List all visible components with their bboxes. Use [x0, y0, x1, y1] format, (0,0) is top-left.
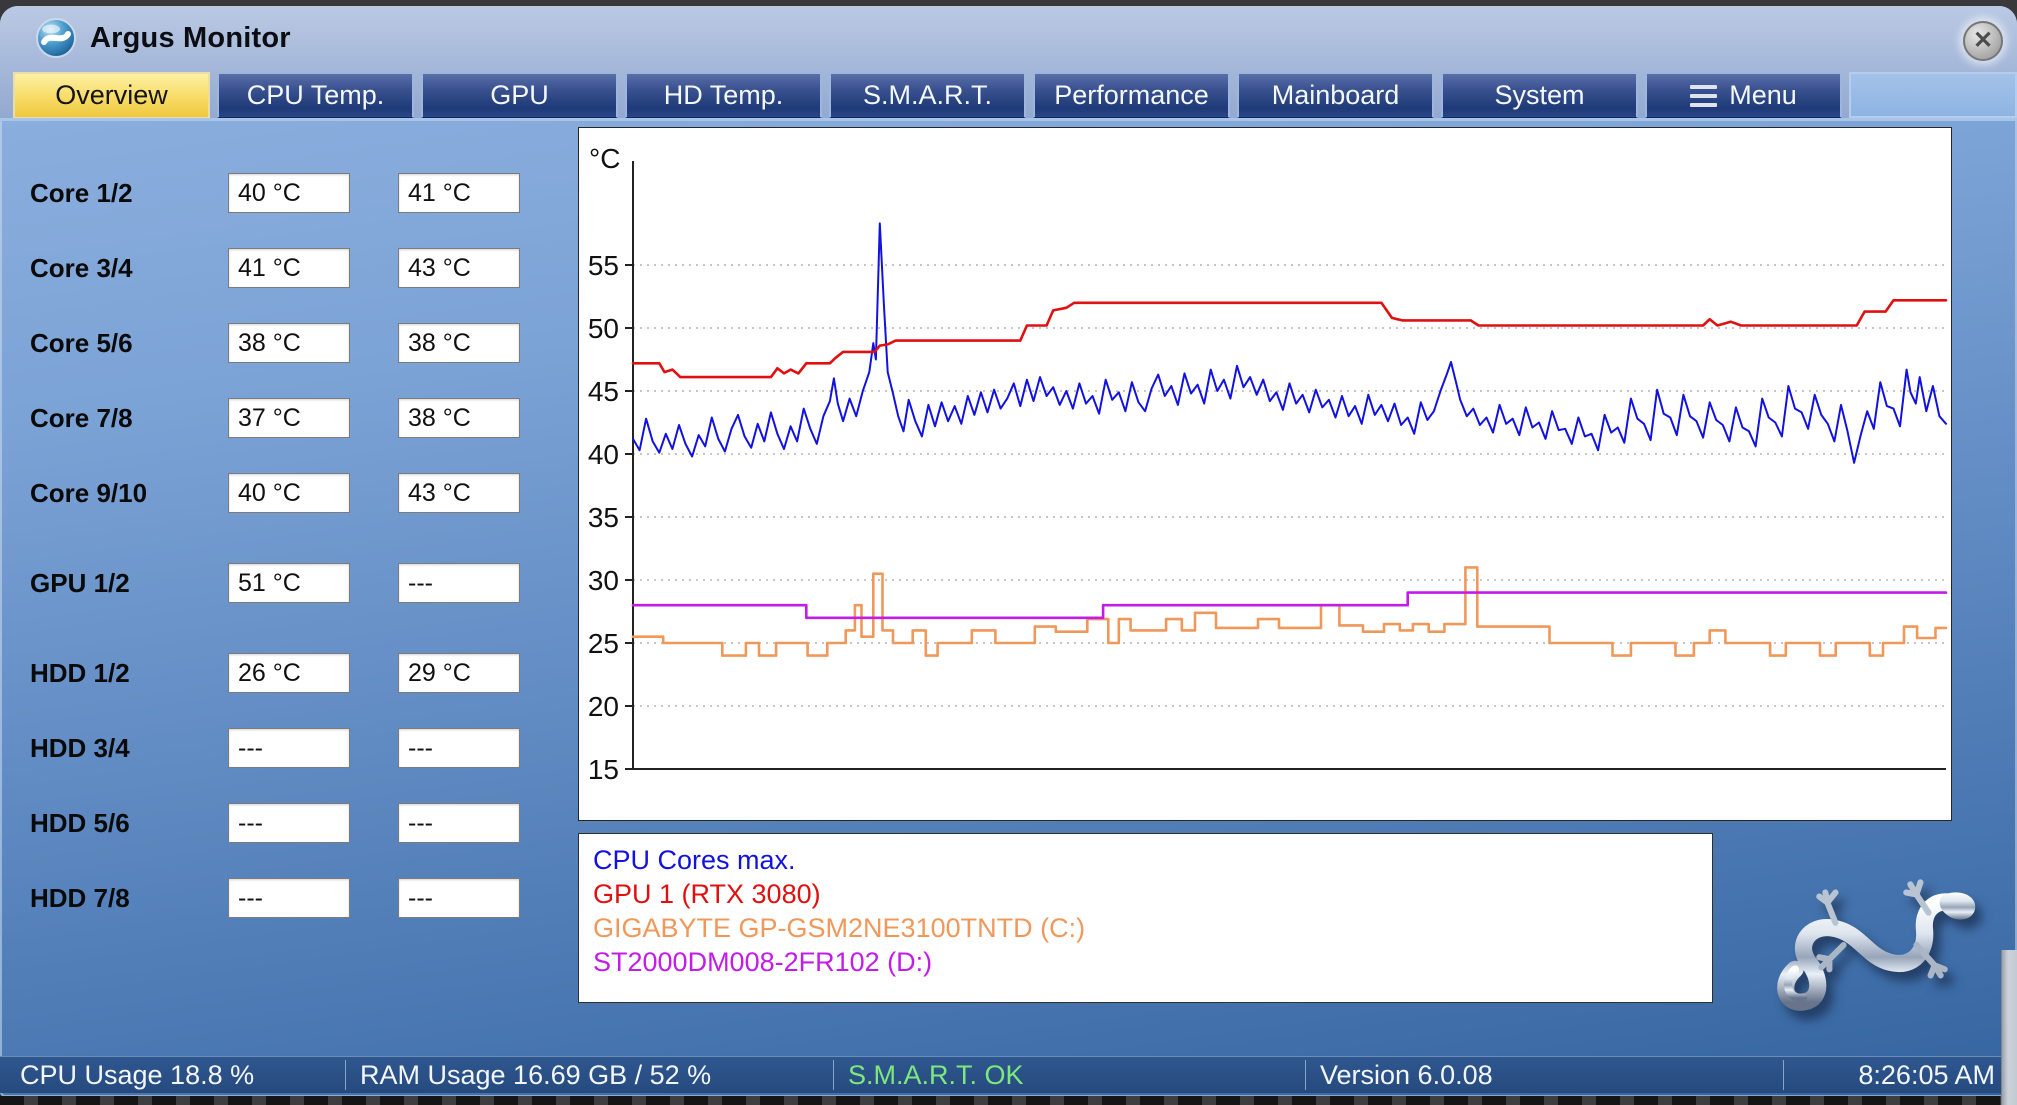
sensor-value-1-core-9-10: 40 °C	[228, 473, 350, 513]
close-button[interactable]: ✕	[1963, 21, 2003, 61]
tab-s-m-a-r-t[interactable]: S.M.A.R.T.	[829, 72, 1026, 118]
axis-tick-label: 45	[588, 376, 619, 407]
sensor-value-1-hdd-3-4: ---	[228, 728, 350, 768]
axis-tick-label: 35	[588, 502, 619, 533]
status-item-version-6-0-08: Version 6.0.08	[1320, 1060, 1493, 1090]
sensor-value-1-core-5-6: 38 °C	[228, 323, 350, 363]
app-window: Argus Monitor ✕ Overview CPU Temp. GPU HD T…	[0, 6, 2017, 1097]
axis-tick-label: 50	[588, 313, 619, 344]
legend-box: CPU Cores max. GPU 1 (RTX 3080) GIGABYTE G…	[578, 833, 1713, 1003]
tab-label: Overview	[55, 80, 168, 110]
status-divider	[833, 1060, 834, 1090]
hamburger-bar	[1690, 84, 1718, 89]
status-divider	[1305, 1060, 1306, 1090]
sensor-value-2-core-5-6: 38 °C	[398, 323, 520, 363]
series-cpu-cores-max	[632, 222, 1947, 464]
tab-label: Menu	[1729, 80, 1797, 110]
sensor-value-2-hdd-3-4: ---	[398, 728, 520, 768]
tab-overview[interactable]: Overview	[13, 72, 210, 118]
sensor-value-1-hdd-5-6: ---	[228, 803, 350, 843]
sensor-value-2-core-1-2: 41 °C	[398, 173, 520, 213]
series-st2000dm008-2fr102-d	[631, 591, 1948, 620]
sensor-label-hdd-5-6: HDD 5/6	[30, 808, 130, 838]
temperature-chart: 15 20 25 30 35 40 45 50 55 °C	[578, 127, 1952, 821]
title-bar: Argus Monitor ✕ Overview CPU Temp. GPU HD T…	[0, 6, 2017, 118]
sensor-value-2-hdd-7-8: ---	[398, 878, 520, 918]
tab-system[interactable]: System	[1441, 72, 1638, 118]
sensor-value-1-core-7-8: 37 °C	[228, 398, 350, 438]
app-logo-icon	[36, 18, 76, 58]
sensor-label-hdd-1-2: HDD 1/2	[30, 658, 130, 688]
sensor-value-2-gpu-1-2: ---	[398, 563, 520, 603]
hamburger-bar	[1690, 93, 1718, 98]
status-divider	[345, 1060, 346, 1090]
tab-hd-temp[interactable]: HD Temp.	[625, 72, 822, 118]
tab-label: S.M.A.R.T.	[862, 80, 992, 110]
status-item-ram-usage-16-69-gb-52: RAM Usage 16.69 GB / 52 %	[360, 1060, 712, 1090]
tab-label: GPU	[490, 80, 549, 110]
background-page-strip	[0, 1096, 2017, 1105]
sensor-value-2-hdd-5-6: ---	[398, 803, 520, 843]
tab-performance[interactable]: Performance	[1033, 72, 1230, 118]
tab-mainboard[interactable]: Mainboard	[1237, 72, 1434, 118]
axis-tick-label: 15	[588, 754, 619, 785]
content-top-edge	[0, 118, 2017, 121]
sensor-value-2-core-7-8: 38 °C	[398, 398, 520, 438]
sensor-label-hdd-7-8: HDD 7/8	[30, 883, 130, 913]
axis-tick-label: 25	[588, 628, 619, 659]
tab-label: CPU Temp.	[246, 80, 385, 110]
sensor-label-core-7-8: Core 7/8	[30, 403, 133, 433]
hamburger-bar	[1690, 102, 1718, 107]
tab-menu[interactable]: Menu	[1645, 72, 1842, 118]
legend-item-gpu-1-rtx-3080: GPU 1 (RTX 3080)	[593, 879, 821, 909]
sensor-label-core-1-2: Core 1/2	[30, 178, 133, 208]
sensor-panel: Core 1/2 40 °C 41 °C Core 3/4 41 °C 43 °C Core…	[0, 6, 578, 1097]
axis-tick-label: 30	[588, 565, 619, 596]
axis-tick-label: 55	[588, 250, 619, 281]
sensor-value-1-core-1-2: 40 °C	[228, 173, 350, 213]
sensor-value-1-gpu-1-2: 51 °C	[228, 563, 350, 603]
sensor-label-hdd-3-4: HDD 3/4	[30, 733, 130, 763]
legend-item-gigabyte-gp-gsm2ne3100tntd-c: GIGABYTE GP-GSM2NE3100TNTD (C:)	[593, 913, 1086, 943]
tab-cpu-temp[interactable]: CPU Temp.	[217, 72, 414, 118]
sensor-label-core-3-4: Core 3/4	[30, 253, 133, 283]
sensor-value-2-core-9-10: 43 °C	[398, 473, 520, 513]
temperature-chart-svg: 15 20 25 30 35 40 45 50 55 °C	[588, 143, 1948, 785]
status-bar: CPU Usage 18.8 % RAM Usage 16.69 GB / 52 …	[0, 1056, 2017, 1093]
sensor-value-2-hdd-1-2: 29 °C	[398, 653, 520, 693]
sensor-value-1-core-3-4: 41 °C	[228, 248, 350, 288]
tab-label: Mainboard	[1271, 80, 1400, 110]
series-gigabyte-gp-gsm2ne3100tntd-c	[631, 566, 1948, 657]
axis-tick-label: 20	[588, 691, 619, 722]
background-scrollbar[interactable]	[2001, 950, 2017, 1105]
window-title: Argus Monitor	[90, 22, 291, 54]
tab-label: Performance	[1054, 80, 1209, 110]
tab-label: HD Temp.	[663, 80, 784, 110]
sensor-value-2-core-3-4: 43 °C	[398, 248, 520, 288]
tab-label: System	[1494, 80, 1585, 110]
sensor-value-1-hdd-1-2: 26 °C	[228, 653, 350, 693]
legend-item-cpu-cores-max: CPU Cores max.	[593, 845, 796, 875]
status-item-s-m-a-r-t-ok: S.M.A.R.T. OK	[848, 1060, 1024, 1090]
sensor-label-core-5-6: Core 5/6	[30, 328, 133, 358]
tab-bar: Overview CPU Temp. GPU HD Temp. S.M.A.R.T. Pe…	[0, 72, 2017, 118]
tab-bar-filler	[1849, 72, 2017, 118]
axis-tick-label: 40	[588, 439, 619, 470]
status-item-8-26-05-am: 8:26:05 AM	[1858, 1060, 1995, 1090]
hamburger-icon	[1690, 84, 1718, 107]
gecko-logo	[1777, 879, 1976, 1011]
sensor-label-core-9-10: Core 9/10	[30, 478, 148, 508]
tab-gpu[interactable]: GPU	[421, 72, 618, 118]
legend-item-st2000dm008-2fr102-d: ST2000DM008-2FR102 (D:)	[593, 947, 933, 977]
sensor-value-1-hdd-7-8: ---	[228, 878, 350, 918]
status-item-cpu-usage-18-8: CPU Usage 18.8 %	[20, 1060, 255, 1090]
axis-unit-label: °C	[589, 143, 620, 174]
sensor-label-gpu-1-2: GPU 1/2	[30, 568, 130, 598]
series-gpu-1-rtx-3080	[631, 299, 1948, 379]
status-divider	[1783, 1060, 1784, 1090]
